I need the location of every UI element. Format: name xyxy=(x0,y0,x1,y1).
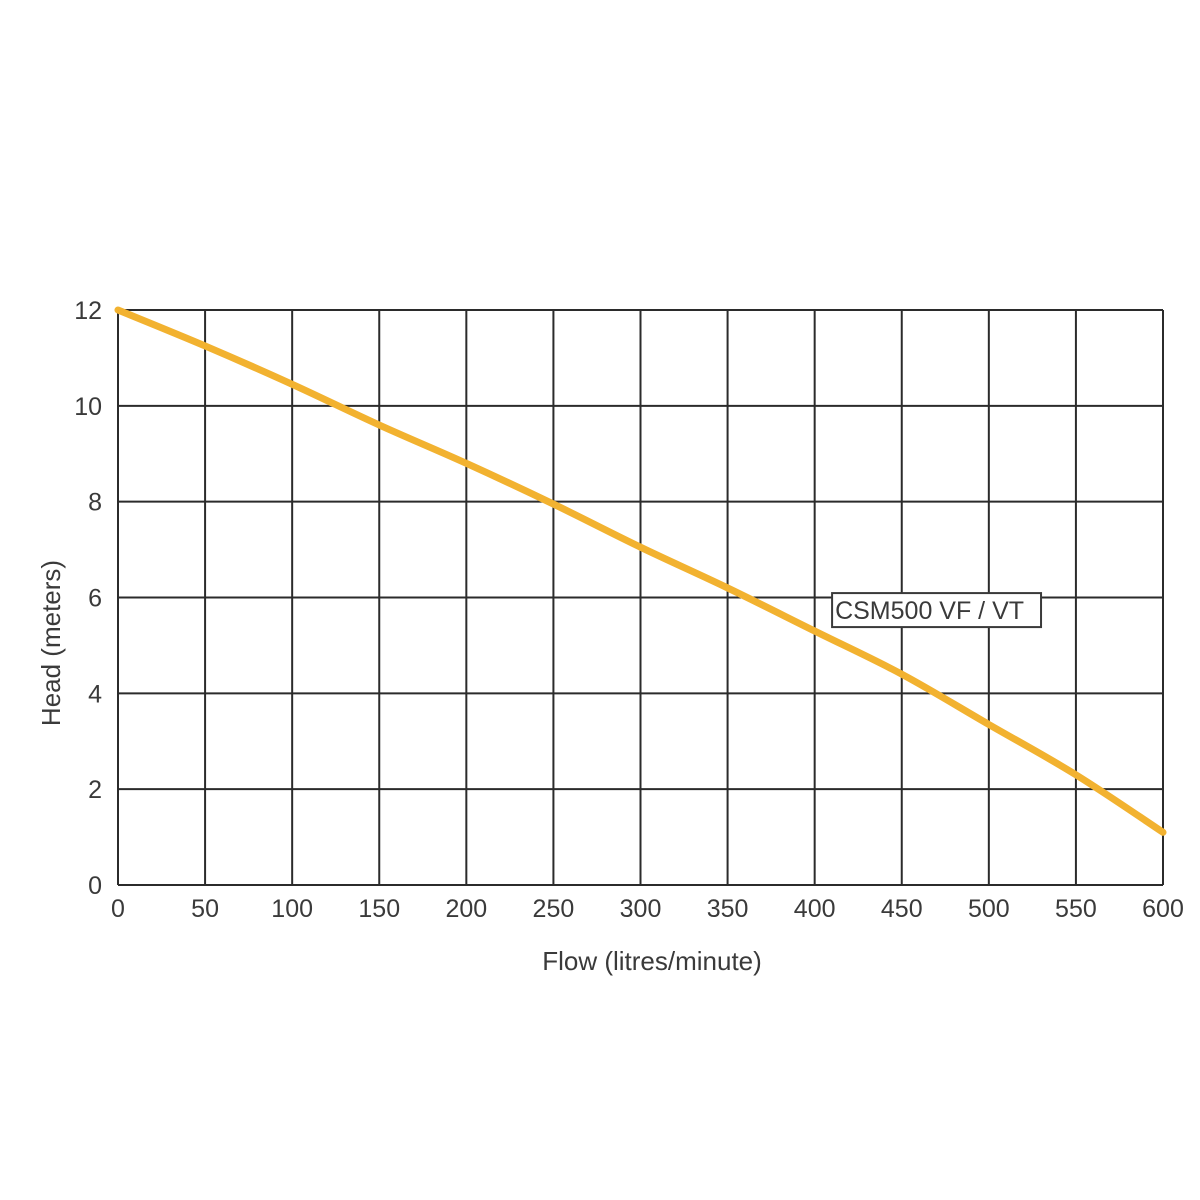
chart-annotations: CSM500 VF / VT xyxy=(831,592,1043,629)
chart-grid xyxy=(117,309,1164,886)
x-tick-label: 550 xyxy=(1055,895,1097,923)
x-tick-label: 350 xyxy=(707,895,749,923)
y-tick-label: 8 xyxy=(88,489,102,517)
x-tick-label: 150 xyxy=(358,895,400,923)
x-tick-label: 100 xyxy=(271,895,313,923)
y-axis-ticks: 0 2 4 6 8 10 12 xyxy=(74,297,102,900)
x-tick-label: 500 xyxy=(968,895,1010,923)
y-tick-label: 12 xyxy=(74,297,102,325)
x-tick-label: 50 xyxy=(191,895,219,923)
x-tick-label: 450 xyxy=(881,895,923,923)
x-tick-label: 250 xyxy=(533,895,575,923)
x-axis-ticks: 0 50 100 150 200 250 300 350 400 450 500 550 600 xyxy=(111,895,1184,923)
y-axis-title: Head (meters) xyxy=(36,560,66,726)
x-tick-label: 200 xyxy=(445,895,487,923)
y-tick-label: 2 xyxy=(88,776,102,804)
y-tick-label: 6 xyxy=(88,585,102,613)
annotation-box xyxy=(831,592,1043,629)
y-tick-label: 10 xyxy=(74,393,102,421)
series-line xyxy=(114,306,1167,836)
y-tick-label: 0 xyxy=(88,872,102,900)
y-tick-label: 4 xyxy=(88,680,102,708)
annotation-label: CSM500 VF / VT xyxy=(835,597,1024,625)
chart-series xyxy=(114,306,1167,836)
x-axis-title: Flow (litres/minute) xyxy=(542,946,762,976)
x-tick-label: 400 xyxy=(794,895,836,923)
x-tick-label: 600 xyxy=(1142,895,1184,923)
x-tick-label: 300 xyxy=(620,895,662,923)
x-tick-label: 0 xyxy=(111,895,125,923)
series-annotation: CSM500 VF / VT xyxy=(831,592,1043,629)
